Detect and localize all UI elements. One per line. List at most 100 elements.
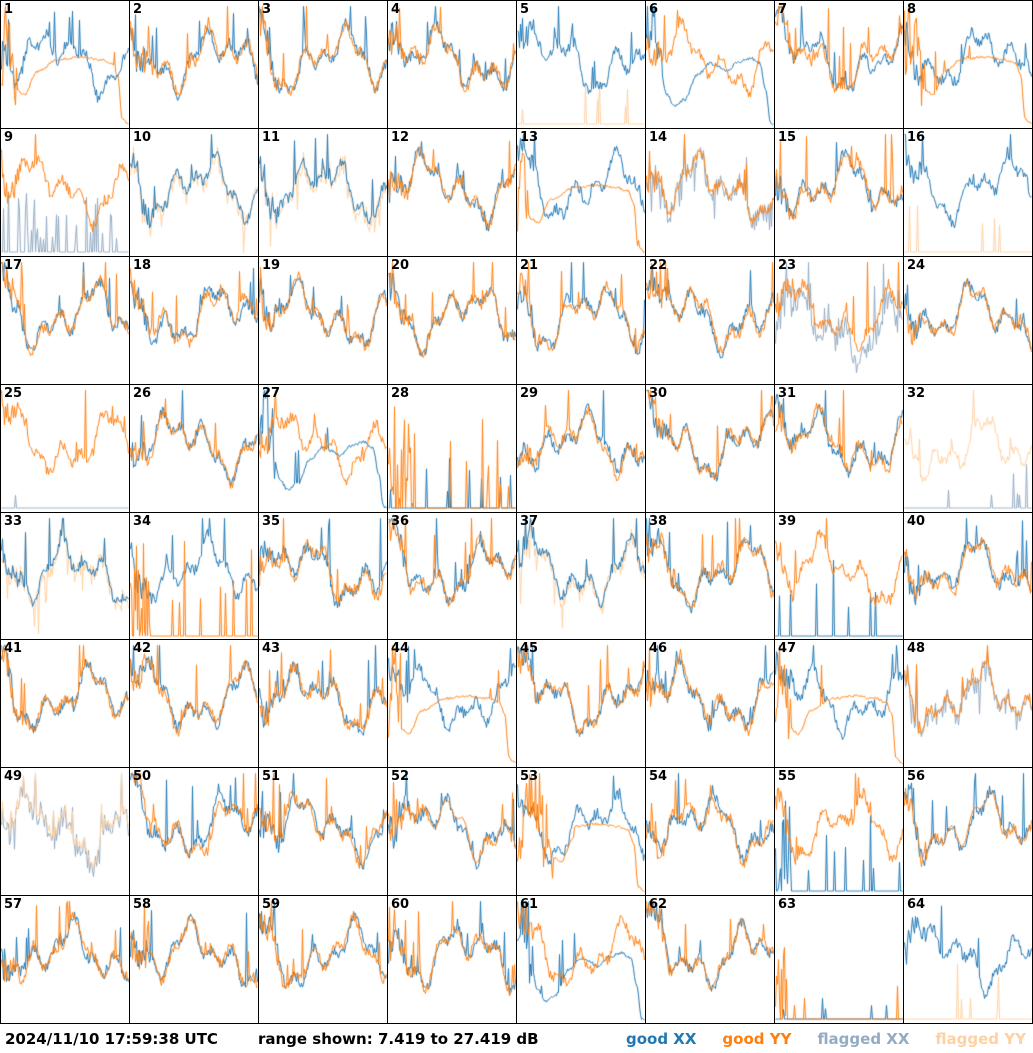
- spectrum-panel-3: 3: [259, 1, 388, 129]
- panel-number: 40: [907, 513, 926, 529]
- spectrum-panel-64: 64: [904, 896, 1033, 1024]
- panel-number: 42: [133, 641, 152, 657]
- spectrum-panel-2: 2: [130, 1, 259, 129]
- spectrum-panel-44: 44: [388, 640, 517, 769]
- spectrum-canvas: [517, 1, 645, 128]
- spectrum-canvas: [775, 1, 903, 128]
- spectrum-panel-45: 45: [517, 640, 646, 769]
- panel-number: 56: [907, 769, 926, 785]
- spectrum-panel-46: 46: [646, 640, 775, 769]
- panel-number: 55: [778, 769, 797, 785]
- spectrum-panel-4: 4: [388, 1, 517, 129]
- spectrum-canvas: [646, 128, 774, 256]
- spectrum-panel-63: 63: [775, 896, 904, 1024]
- panel-number: 16: [907, 129, 926, 145]
- spectrum-panel-26: 26: [130, 384, 259, 513]
- spectrum-canvas: [517, 768, 645, 896]
- spectrum-panel-49: 49: [1, 768, 130, 897]
- spectrum-canvas: [517, 128, 645, 256]
- spectrum-canvas: [904, 512, 1032, 640]
- legend-flagged-yy: flagged YY: [935, 1029, 1026, 1048]
- spectrum-canvas: [646, 384, 774, 512]
- spectrum-panel-15: 15: [775, 128, 904, 257]
- spectrum-canvas: [1, 768, 129, 896]
- panel-number: 54: [649, 769, 668, 785]
- panel-number: 9: [4, 129, 14, 145]
- spectrum-canvas: [259, 256, 387, 384]
- panel-number: 29: [520, 385, 539, 401]
- spectrum-canvas: [646, 256, 774, 384]
- spectrum-panel-48: 48: [904, 640, 1033, 769]
- panel-number: 5: [520, 2, 530, 17]
- spectrum-canvas: [904, 896, 1032, 1024]
- spectrum-panel-56: 56: [904, 768, 1033, 897]
- spectrum-panel-8: 8: [904, 1, 1033, 129]
- spectrum-panel-20: 20: [388, 256, 517, 385]
- panel-number: 38: [649, 513, 668, 529]
- spectrum-canvas: [130, 256, 258, 384]
- spectrum-panel-31: 31: [775, 384, 904, 513]
- spectrum-panel-28: 28: [388, 384, 517, 513]
- panel-number: 64: [907, 897, 926, 913]
- spectrum-canvas: [388, 768, 516, 896]
- panel-number: 19: [262, 257, 281, 273]
- spectrum-canvas: [904, 256, 1032, 384]
- spectrum-canvas: [130, 896, 258, 1024]
- spectrum-canvas: [646, 1, 774, 128]
- spectrum-canvas: [646, 640, 774, 768]
- spectrum-panel-47: 47: [775, 640, 904, 769]
- spectrum-panel-58: 58: [130, 896, 259, 1024]
- panel-number: 39: [778, 513, 797, 529]
- panel-number: 23: [778, 257, 797, 273]
- spectrum-canvas: [775, 128, 903, 256]
- spectrum-canvas: [775, 512, 903, 640]
- panel-number: 12: [391, 129, 410, 145]
- spectrum-canvas: [904, 640, 1032, 768]
- spectrum-panel-24: 24: [904, 256, 1033, 385]
- spectrum-canvas: [1, 128, 129, 256]
- spectrum-panel-17: 17: [1, 256, 130, 385]
- spectrum-canvas: [388, 512, 516, 640]
- timestamp: 2024/11/10 17:59:38 UTC: [5, 1029, 218, 1048]
- panel-number: 41: [4, 641, 23, 657]
- spectrum-canvas: [1, 1, 129, 128]
- spectrum-panel-62: 62: [646, 896, 775, 1024]
- panel-number: 26: [133, 385, 152, 401]
- spectrum-canvas: [388, 256, 516, 384]
- spectrum-panel-55: 55: [775, 768, 904, 897]
- spectrum-canvas: [130, 1, 258, 128]
- spectrum-panel-10: 10: [130, 128, 259, 257]
- panel-number: 57: [4, 897, 23, 913]
- spectrum-panel-5: 5: [517, 1, 646, 129]
- spectrum-panel-29: 29: [517, 384, 646, 513]
- spectrum-panel-27: 27: [259, 384, 388, 513]
- panel-number: 51: [262, 769, 281, 785]
- panel-number: 24: [907, 257, 926, 273]
- spectrum-canvas: [904, 768, 1032, 896]
- panel-number: 61: [520, 897, 539, 913]
- spectrum-panel-6: 6: [646, 1, 775, 129]
- panel-number: 22: [649, 257, 668, 273]
- spectrum-panel-34: 34: [130, 512, 259, 641]
- spectrum-canvas: [259, 1, 387, 128]
- spectrum-canvas: [1, 896, 129, 1024]
- panel-number: 18: [133, 257, 152, 273]
- panel-number: 15: [778, 129, 797, 145]
- legend-flagged-xx: flagged XX: [817, 1029, 910, 1048]
- legend-good-xx: good XX: [625, 1029, 697, 1048]
- spectrum-canvas: [517, 896, 645, 1024]
- panel-number: 49: [4, 769, 23, 785]
- spectrum-canvas: [775, 256, 903, 384]
- panel-number: 30: [649, 385, 668, 401]
- spectrum-canvas: [130, 384, 258, 512]
- spectrum-canvas: [775, 384, 903, 512]
- spectrum-canvas: [259, 640, 387, 768]
- spectrum-canvas: [775, 768, 903, 896]
- panel-number: 35: [262, 513, 281, 529]
- spectrum-panel-7: 7: [775, 1, 904, 129]
- spectrum-canvas: [1, 384, 129, 512]
- spectrum-panel-61: 61: [517, 896, 646, 1024]
- spectrum-canvas: [259, 384, 387, 512]
- legend: good XX good YY flagged XX flagged YY: [626, 1030, 1026, 1048]
